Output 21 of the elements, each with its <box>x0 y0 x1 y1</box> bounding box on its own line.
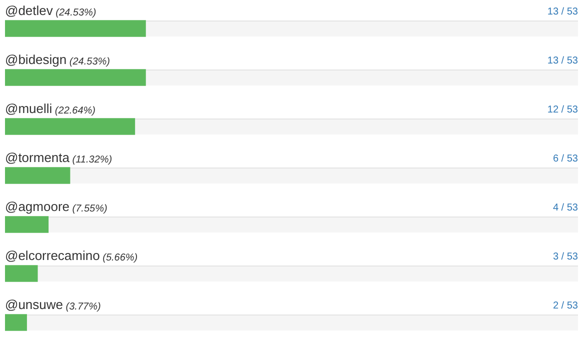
data-label: 12 / 53 <box>547 104 578 116</box>
y-tick-label: @elcorrecamino (5.66%) <box>5 248 138 264</box>
y-tick-label: @unsuwe (3.77%) <box>5 297 101 312</box>
y-tick-label: @detlev (24.53%) <box>5 3 96 18</box>
data-label: 4 / 53 <box>552 202 578 214</box>
y-tick-label: @tormenta (11.32%) <box>5 150 112 166</box>
bar <box>5 118 136 135</box>
bar <box>5 167 70 184</box>
bar <box>5 216 49 233</box>
bar <box>5 314 27 331</box>
data-label: 6 / 53 <box>552 153 578 164</box>
y-tick-label: @bidesign (24.53%) <box>5 52 110 68</box>
data-label: 13 / 53 <box>547 55 578 66</box>
bar <box>5 69 146 86</box>
y-tick-label: @agmoore (7.55%) <box>5 199 108 214</box>
bar <box>5 20 146 37</box>
data-label: 13 / 53 <box>547 6 578 18</box>
data-label: 3 / 53 <box>552 251 578 262</box>
y-tick-label: @muelli (22.64%) <box>5 101 96 116</box>
data-label: 2 / 53 <box>552 300 578 312</box>
bar <box>5 265 38 282</box>
